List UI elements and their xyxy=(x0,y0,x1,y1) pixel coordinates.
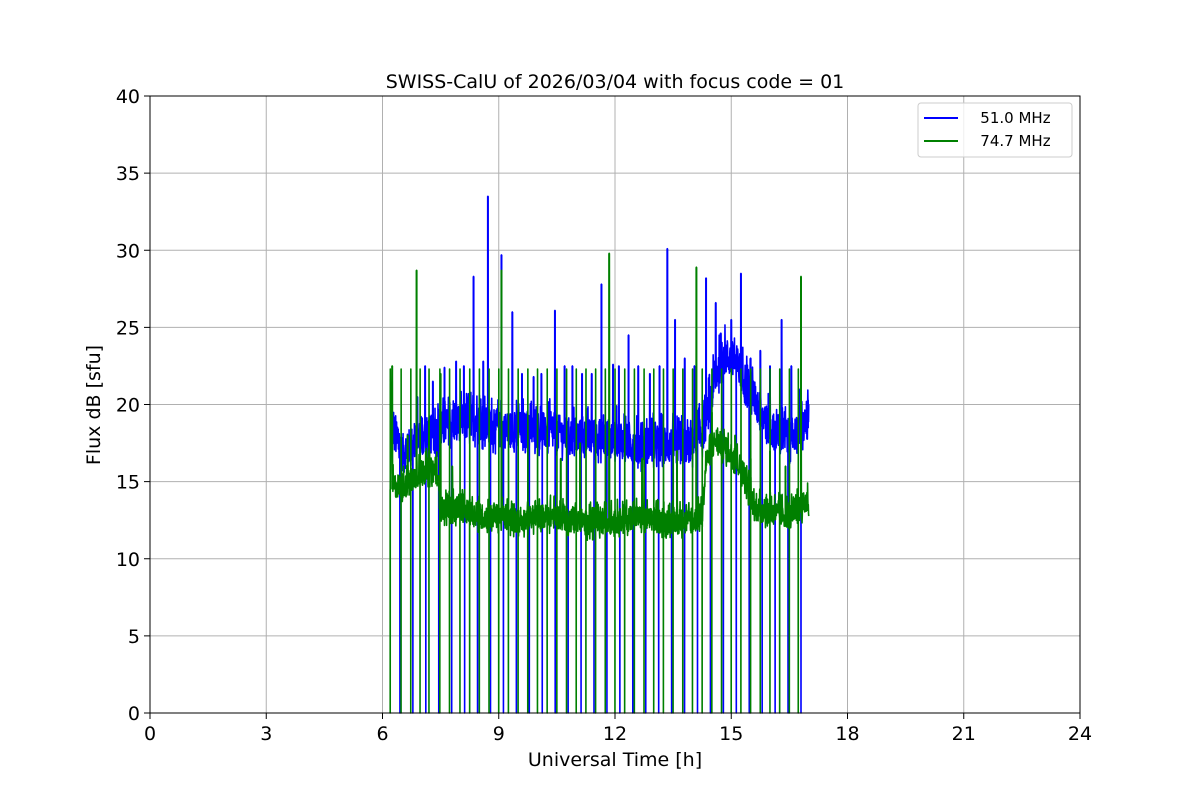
x-tick-label: 15 xyxy=(719,723,743,745)
x-tick-label: 6 xyxy=(376,723,388,745)
y-tick-label: 35 xyxy=(116,163,140,185)
y-tick-label: 10 xyxy=(116,549,140,571)
x-tick-label: 3 xyxy=(260,723,272,745)
y-tick-label: 15 xyxy=(116,472,140,494)
x-tick-label: 12 xyxy=(603,723,627,745)
legend-label-51mhz: 51.0 MHz xyxy=(966,109,1051,127)
x-tick-label: 24 xyxy=(1068,723,1092,745)
legend-label-74mhz: 74.7 MHz xyxy=(966,132,1051,150)
y-axis-label: Flux dB [sfu] xyxy=(83,345,105,465)
y-tick-label: 5 xyxy=(128,626,140,648)
x-tick-label: 0 xyxy=(144,723,156,745)
series-layer xyxy=(389,195,810,714)
y-tick-label: 0 xyxy=(128,703,140,725)
legend-box xyxy=(917,102,1073,158)
series-line-1 xyxy=(389,252,810,714)
y-tick-label: 30 xyxy=(116,240,140,262)
x-tick-label: 18 xyxy=(835,723,859,745)
legend: 51.0 MHz 74.7 MHz xyxy=(917,102,1073,158)
x-tick-label: 21 xyxy=(952,723,976,745)
y-tick-label: 25 xyxy=(116,317,140,339)
chart-title: SWISS-CalU of 2026/03/04 with focus code… xyxy=(386,71,845,93)
y-tick-label: 40 xyxy=(116,86,140,108)
x-tick-label: 9 xyxy=(493,723,505,745)
y-tick-label: 20 xyxy=(116,395,140,417)
x-axis-label: Universal Time [h] xyxy=(528,749,702,771)
ticks: 0 3 6 9 12 15 18 21 24 0 5 10 15 20 25 30 35 40 xyxy=(116,86,1092,745)
